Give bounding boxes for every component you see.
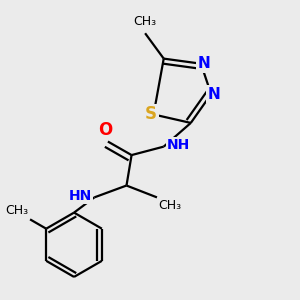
Text: N: N (197, 56, 210, 71)
Text: CH₃: CH₃ (134, 15, 157, 28)
Text: CH₃: CH₃ (5, 204, 28, 217)
Text: CH₃: CH₃ (159, 199, 182, 212)
Text: S: S (145, 106, 157, 124)
Text: NH: NH (167, 138, 190, 152)
Text: O: O (98, 121, 112, 139)
Text: HN: HN (68, 189, 92, 203)
Text: N: N (207, 87, 220, 102)
